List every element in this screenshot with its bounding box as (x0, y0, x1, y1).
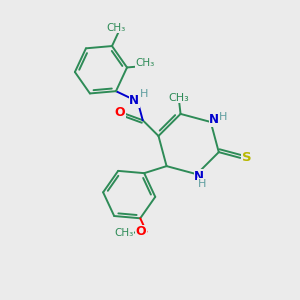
Text: N: N (209, 113, 219, 126)
Text: N: N (194, 170, 204, 183)
Text: CH₃: CH₃ (135, 58, 154, 68)
Text: H: H (140, 89, 148, 99)
Text: H: H (198, 179, 206, 189)
Text: N: N (129, 94, 139, 107)
Text: O: O (115, 106, 125, 119)
Text: S: S (242, 152, 252, 164)
Text: H: H (219, 112, 227, 122)
Text: CH₃: CH₃ (115, 228, 134, 238)
Text: CH₃: CH₃ (169, 93, 190, 103)
Text: CH₃: CH₃ (106, 23, 126, 33)
Text: O: O (136, 225, 146, 238)
